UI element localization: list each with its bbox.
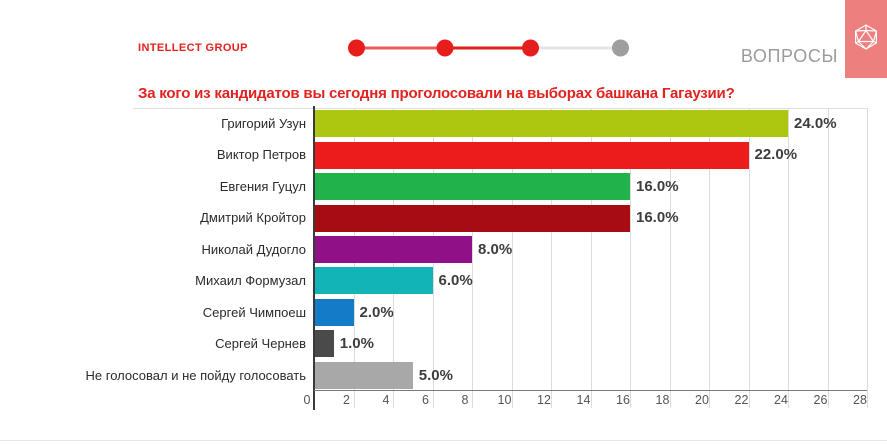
bar: [314, 141, 749, 169]
category-label: Не голосовал и не пойду голосовать: [85, 367, 306, 383]
x-gridline: [867, 108, 868, 408]
category-label: Григорий Узун: [221, 116, 306, 131]
value-label: 22.0%: [754, 146, 798, 164]
category-label: Евгения Гуцул: [219, 178, 306, 194]
value-label: 6.0%: [438, 272, 473, 290]
x-tick-label: 14: [576, 393, 591, 407]
nav-questions-label[interactable]: ВОПРОСЫ: [740, 46, 838, 66]
x-axis-line: [314, 390, 867, 391]
x-gridline: [511, 108, 513, 408]
value-label: 24.0%: [794, 115, 837, 132]
value-label: 1.0%: [339, 335, 374, 353]
x-tick-label: 12: [537, 393, 551, 407]
value-label: 2.0%: [359, 303, 394, 321]
slide-bottom-edge: [0, 440, 887, 441]
x-tick-label: 2: [343, 393, 350, 407]
brand-badge: [845, 0, 887, 78]
value-label: 16.0%: [636, 209, 679, 227]
bar: [314, 330, 334, 358]
x-gridline: [788, 108, 789, 408]
plot-top-border: [133, 107, 867, 109]
x-tick-label: 16: [616, 393, 630, 407]
bar: [314, 361, 413, 389]
x-tick-label: 0: [303, 393, 311, 407]
x-gridline: [709, 108, 710, 408]
category-label: Николай Дудогло: [201, 241, 306, 257]
category-label: Дмитрий Кройтор: [200, 210, 306, 226]
x-tick-label: 8: [461, 393, 469, 407]
category-label: Виктор Петров: [216, 147, 306, 163]
x-tick-label: 26: [813, 393, 828, 407]
bar: [314, 173, 630, 201]
polyhedron-icon: [852, 23, 880, 56]
x-tick-label: 6: [422, 393, 429, 407]
logo-text: INTELLECT GROUP: [138, 42, 248, 54]
x-tick-label: 24: [774, 393, 788, 407]
value-label: 5.0%: [418, 366, 453, 384]
x-gridline: [827, 108, 829, 408]
category-label: Михаил Формузал: [195, 273, 306, 289]
value-label: 16.0%: [636, 177, 679, 195]
bar: [314, 298, 354, 326]
x-gridline: [748, 108, 750, 408]
bar: [314, 204, 630, 232]
slide-progress-indicator[interactable]: [348, 39, 629, 57]
bar: [314, 236, 472, 263]
x-tick-label: 4: [382, 393, 390, 407]
x-tick-label: 28: [853, 393, 867, 407]
x-gridline: [630, 108, 631, 408]
value-label: 8.0%: [478, 240, 513, 258]
category-label: Сергей Чернев: [215, 336, 306, 352]
category-label: Сергей Чимпоеш: [202, 304, 306, 320]
progress-dot-2[interactable]: [436, 39, 454, 57]
progress-dot-4[interactable]: [612, 39, 629, 57]
x-tick-label: 22: [734, 393, 749, 407]
progress-dot-1[interactable]: [348, 39, 365, 57]
x-gridline: [669, 108, 671, 408]
bar: [314, 110, 788, 138]
x-gridline: [590, 108, 592, 408]
chart-title: За кого из кандидатов вы сегодня проголо…: [138, 85, 735, 102]
x-tick-label: 20: [695, 393, 709, 407]
bar: [314, 267, 433, 295]
y-axis-line: [313, 106, 315, 410]
x-gridline: [472, 108, 473, 408]
x-gridline: [551, 108, 552, 408]
x-tick-label: 10: [497, 393, 512, 407]
x-tick-label: 18: [655, 393, 670, 407]
progress-dot-3[interactable]: [522, 39, 539, 57]
